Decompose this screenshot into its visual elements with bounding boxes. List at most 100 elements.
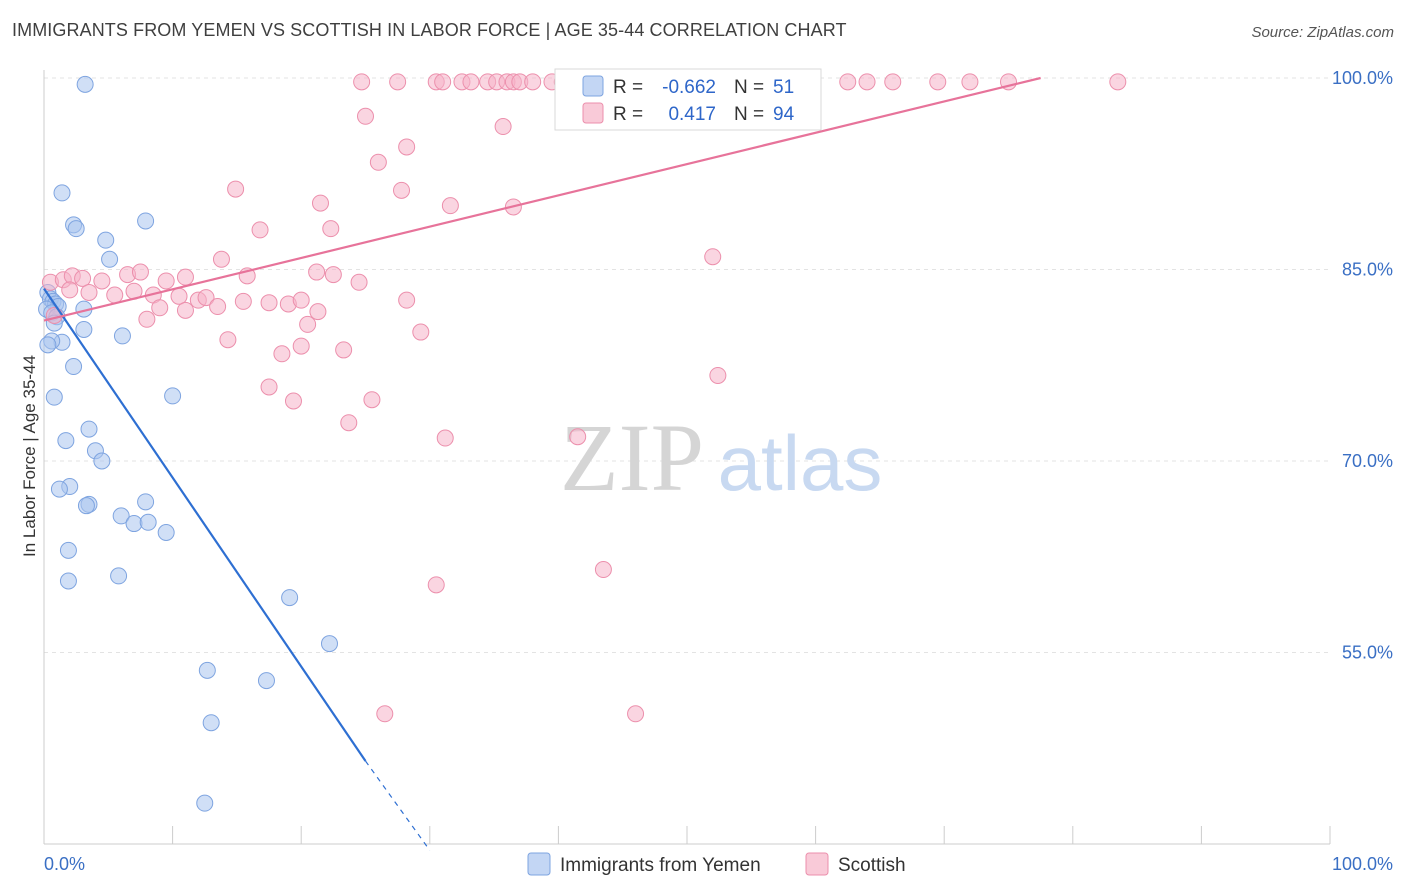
yemen-point [57, 432, 75, 450]
scottish-point [176, 301, 194, 319]
yemen-point [257, 672, 275, 690]
yemen-point [97, 231, 115, 249]
scottish-point [462, 73, 480, 91]
legend-r-label-yemen: R = [613, 77, 643, 98]
scottish-point [176, 268, 194, 286]
scottish-point [393, 181, 411, 199]
yemen-point [50, 480, 68, 498]
scottish-point [441, 197, 459, 215]
scottish-point [929, 73, 947, 91]
scottish-point [340, 414, 358, 432]
legend-r-label-scottish: R = [613, 104, 643, 125]
scottish-point [961, 73, 979, 91]
legend-n-label-scottish: N = [734, 104, 764, 125]
yemen-point [196, 794, 214, 812]
yemen-point [77, 497, 95, 515]
yemen-point [67, 220, 85, 238]
scottish-point [197, 289, 215, 307]
scottish-point [627, 705, 645, 723]
yemen-point [65, 358, 83, 376]
scottish-point [292, 337, 310, 355]
legend-r-value-scottish: 0.417 [668, 104, 716, 125]
y-tick-label-70: 70.0% [1342, 451, 1393, 471]
tick-labels: 55.0% 70.0% 85.0% 100.0% 0.0% 100.0% [44, 68, 1393, 874]
y-tick-label-100: 100.0% [1332, 68, 1393, 88]
scottish-point [151, 299, 169, 317]
legend-swatch-scottish [582, 102, 604, 124]
y-axis-label: In Labor Force | Age 35-44 [20, 355, 39, 557]
scottish-point [389, 73, 407, 91]
legend-swatch-scottish-bottom [805, 852, 829, 876]
scottish-point [369, 153, 387, 171]
scottish-point [350, 273, 368, 291]
series-legend: Immigrants from Yemen Scottish [527, 852, 906, 876]
watermark-atlas: atlas [718, 419, 883, 507]
scottish-point [234, 292, 252, 310]
scottish-point [308, 263, 326, 281]
yemen-point [137, 212, 155, 230]
correlation-legend: R = -0.662 N = 51 R = 0.417 N = 94 [554, 68, 822, 131]
scottish-point [884, 73, 902, 91]
scottish-point [524, 73, 542, 91]
scottish-point [251, 221, 269, 239]
scottish-point [157, 272, 175, 290]
scottish-point [131, 263, 149, 281]
scottish-point [209, 298, 227, 316]
scottish-point [494, 118, 512, 136]
scottish-point [1109, 73, 1127, 91]
legend-r-value-yemen: -0.662 [662, 77, 716, 98]
yemen-point [59, 572, 77, 590]
scottish-point [106, 286, 124, 304]
yemen-point [198, 661, 216, 679]
yemen-point [281, 589, 299, 607]
yemen-point [320, 635, 338, 653]
scottish-point [219, 331, 237, 349]
legend-n-label-yemen: N = [734, 77, 764, 98]
scottish-point [212, 250, 230, 268]
scottish-point [311, 194, 329, 212]
scottish-point [357, 107, 374, 125]
scottish-point [138, 310, 156, 328]
yemen-point [53, 184, 71, 202]
scottish-point [376, 705, 394, 723]
yemen-point [125, 515, 143, 533]
scottish-point [93, 272, 111, 290]
yemen-point [101, 250, 119, 268]
scottish-point [398, 138, 416, 156]
scottish-point [594, 561, 612, 579]
yemen-trend-extension [365, 760, 431, 851]
x-tick-label-100: 100.0% [1332, 854, 1393, 874]
legend-label-immigrants-from-yemen: Immigrants from Yemen [560, 855, 761, 876]
yemen-point [39, 336, 57, 354]
yemen-point [59, 541, 77, 559]
scottish-point [324, 266, 342, 284]
scottish-point [569, 428, 587, 446]
scottish-point [858, 73, 876, 91]
yemen-trend-line [43, 288, 367, 762]
scottish-point [74, 269, 92, 287]
scottish-point [363, 391, 381, 409]
yemen-point [164, 387, 182, 405]
yemen-point [113, 327, 131, 345]
yemen-point [112, 507, 130, 525]
legend-swatch-immigrants-from-yemen [527, 852, 551, 876]
scottish-point [227, 180, 245, 198]
yemen-point [80, 420, 98, 438]
chart-source: Source: ZipAtlas.com [1251, 24, 1394, 41]
scottish-point [434, 73, 452, 91]
scottish-point [709, 366, 727, 384]
scottish-point [398, 291, 416, 309]
scottish-point [292, 291, 310, 309]
yemen-point [137, 493, 155, 511]
scottish-point [353, 73, 371, 91]
scottish-point [260, 378, 278, 396]
scottish-point [309, 303, 327, 321]
y-tick-label-85: 85.0% [1342, 260, 1393, 280]
yemen-point [76, 75, 94, 93]
yemen-point [157, 523, 175, 541]
scottish-point [427, 576, 445, 594]
x-tick-label-0: 0.0% [44, 854, 85, 874]
watermark: ZIP atlas [560, 404, 882, 511]
scottish-point [839, 73, 857, 91]
